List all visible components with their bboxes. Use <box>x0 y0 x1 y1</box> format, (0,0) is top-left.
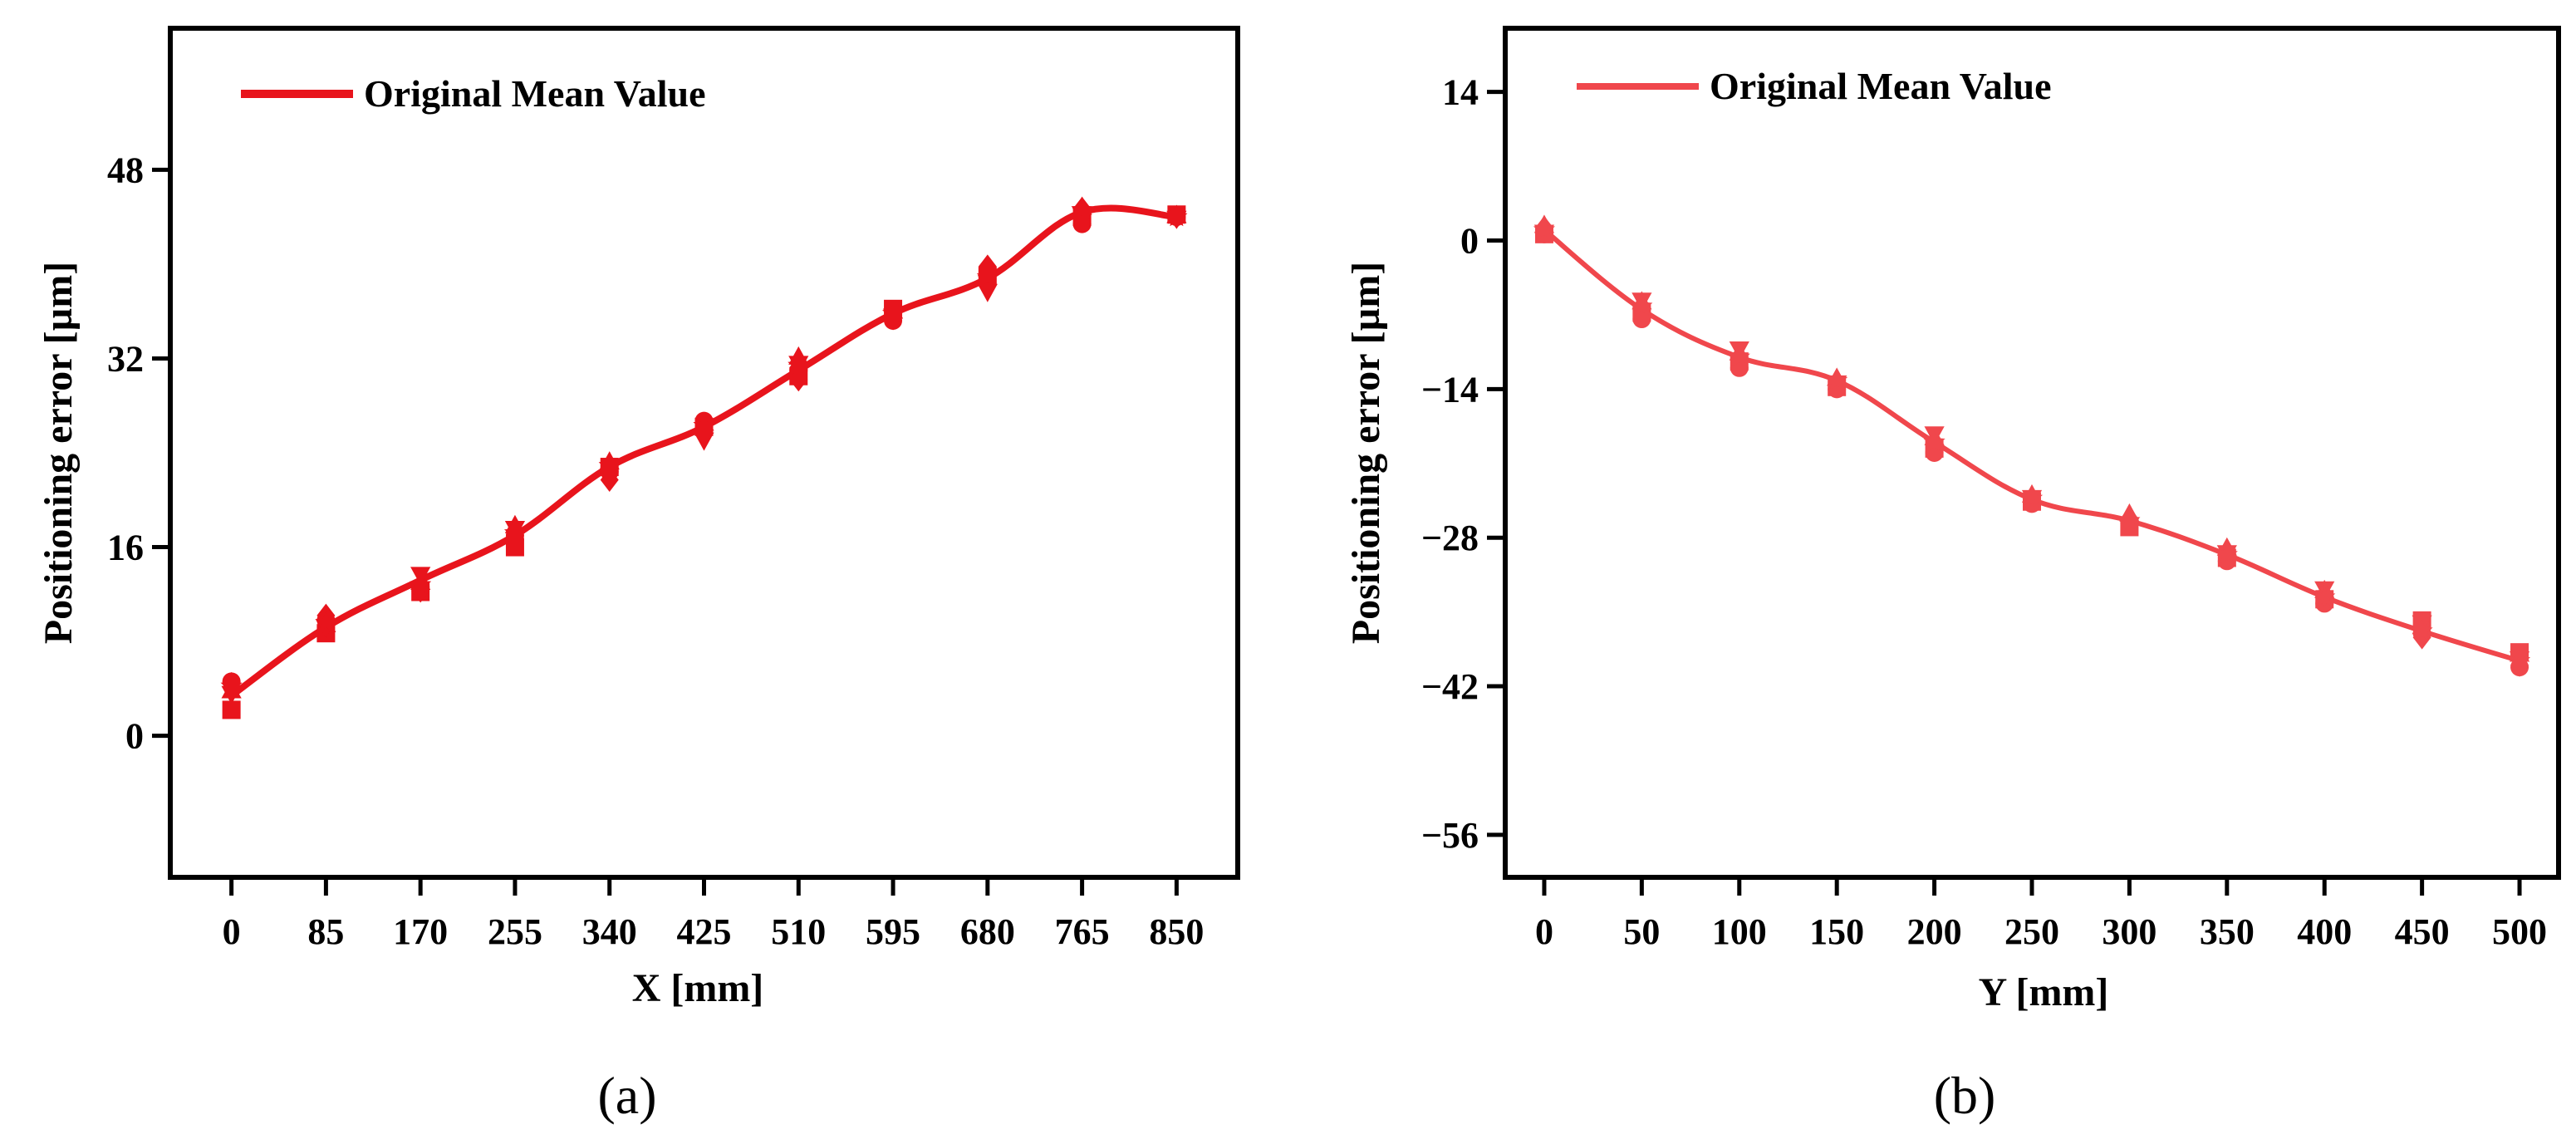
chart-b-x-tick-label: 100 <box>1712 911 1767 952</box>
chart-a-x-tick-label: 510 <box>771 911 826 952</box>
chart-b-x-tick-label: 200 <box>1907 911 1962 952</box>
chart-b: 0 50 100 150 200 250 300 350 400 450 500 −56 −42 −28 −… <box>1344 26 2561 1125</box>
chart-a-y-tick-label: 0 <box>125 716 144 757</box>
chart-a-y-axis-title: Positioning error [µm] <box>37 262 81 644</box>
chart-a-x-tick-label: 85 <box>307 911 344 952</box>
chart-a-x-tick-label: 340 <box>582 911 637 952</box>
chart-b-legend: Original Mean Value <box>1577 65 2051 107</box>
chart-a-marker-star <box>315 611 337 632</box>
chart-a-y-tick-label: 16 <box>107 528 144 568</box>
chart-b-y-tick-label: −14 <box>1421 369 1479 410</box>
chart-b-marker-star <box>2020 487 2044 508</box>
chart-b-x-tick-label: 50 <box>1623 911 1660 952</box>
chart-a-x-tick-label: 850 <box>1149 911 1204 952</box>
chart-b-marker-star <box>1631 295 1653 316</box>
chart-a-marker-diamond <box>789 367 808 392</box>
chart-b-y-tick-label: −56 <box>1421 815 1479 856</box>
chart-b-marker-star <box>1826 369 1848 390</box>
chart-b-y-tick-label: 0 <box>1460 221 1479 262</box>
chart-a-marker-diamond <box>600 468 619 492</box>
chart-b-marker-star <box>2509 649 2531 670</box>
chart-b-x-axis-title: Y [mm] <box>1979 970 2109 1014</box>
chart-b-marker-star <box>2411 619 2433 641</box>
chart-a-marker-triangle-down <box>694 432 714 451</box>
chart-a-panel-label: (a) <box>597 1066 656 1125</box>
chart-b-marker-star <box>1923 430 1945 452</box>
chart-b-marker-star <box>1728 346 1750 367</box>
chart-a-x-tick-label: 170 <box>393 911 448 952</box>
chart-b-legend-label: Original Mean Value <box>1710 65 2051 107</box>
chart-a-marker-star <box>882 302 905 323</box>
chart-b-marker-star <box>2215 543 2238 564</box>
chart-a-marker-triangle-down <box>977 283 998 302</box>
chart-a-x-tick-label: 255 <box>488 911 542 952</box>
chart-b-x-tick-label: 0 <box>1535 911 1553 952</box>
chart-b-x-tick-label: 350 <box>2200 911 2255 952</box>
chart-a-marker-star <box>1071 198 1093 219</box>
chart-b-x-tick-label: 450 <box>2395 911 2450 952</box>
chart-a-x-tick-label: 765 <box>1055 911 1110 952</box>
chart-a-marker-star <box>1165 205 1188 227</box>
chart-a-x-tick-label: 425 <box>677 911 732 952</box>
chart-a-x-tick-label: 0 <box>223 911 241 952</box>
chart-a-x-tick-label: 680 <box>960 911 1015 952</box>
chart-a-marker-star <box>693 414 715 435</box>
chart-b-marker-star <box>2118 509 2141 530</box>
chart-a-marker-star <box>220 675 243 696</box>
chart-a-legend-label: Original Mean Value <box>364 72 705 115</box>
chart-b-x-tick-label: 250 <box>2004 911 2059 952</box>
chart-a-y-tick-label: 48 <box>107 150 144 190</box>
chart-b-marker-star <box>2313 586 2336 606</box>
chart-a-marker-square <box>222 700 241 719</box>
chart-a-marker-star <box>503 521 526 543</box>
chart-a-marker-star <box>976 265 999 287</box>
chart-a-x-axis-title: X [mm] <box>632 966 764 1010</box>
chart-b-marker-star <box>1533 218 1555 239</box>
chart-b-x-tick-label: 500 <box>2492 911 2547 952</box>
chart-a-marker-star <box>410 573 432 595</box>
chart-b-y-tick-label: 14 <box>1442 72 1479 113</box>
chart-a-x-tick-label: 595 <box>866 911 920 952</box>
chart-b-y-tick-label: −42 <box>1421 666 1479 707</box>
chart-b-panel-label: (b) <box>1934 1066 1996 1125</box>
chart-a-plot-frame <box>168 26 1240 880</box>
chart-a-marker-star <box>598 454 621 475</box>
chart-b-x-tick-label: 300 <box>2102 911 2156 952</box>
chart-b-y-tick-label: −28 <box>1421 518 1479 558</box>
chart-a-y-tick-label: 32 <box>107 338 144 379</box>
chart-b-x-tick-label: 400 <box>2297 911 2352 952</box>
chart-b-x-tick-label: 150 <box>1809 911 1864 952</box>
chart-b-mean-line <box>1542 227 2522 664</box>
chart-a-marker-triangle-down <box>316 620 336 639</box>
chart-a-marker-star <box>788 354 810 376</box>
chart-a-mean-line <box>228 204 1180 700</box>
chart-a-legend: Original Mean Value <box>241 72 705 115</box>
chart-b-plot-frame <box>1503 26 2561 880</box>
chart-a: 0 85 170 255 340 425 510 595 680 765 850 0 16 32 48 Or… <box>37 26 1240 1125</box>
chart-b-y-axis-title: Positioning error [µm] <box>1344 262 1388 644</box>
